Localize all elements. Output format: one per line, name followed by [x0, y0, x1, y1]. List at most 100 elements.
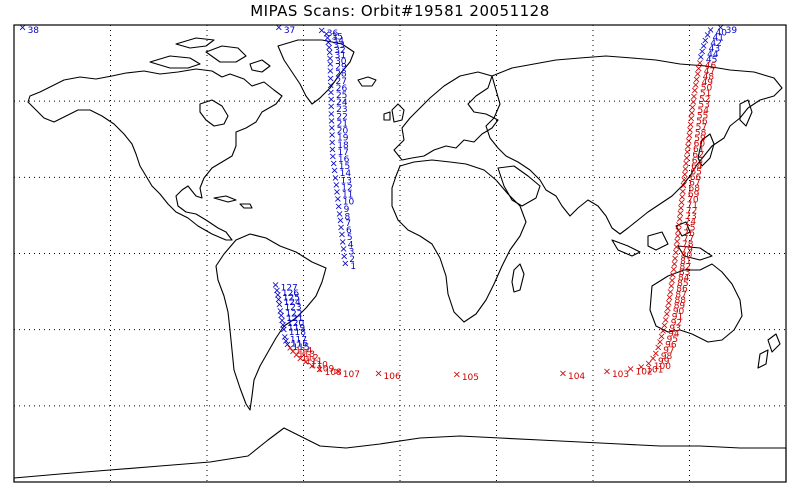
scan-cross-icon: ×: [666, 287, 674, 298]
scan-cross-icon: ×: [322, 29, 330, 40]
scan-number-label: 86: [676, 285, 688, 295]
scan-number-label: 47: [704, 67, 715, 77]
scan-number-label: 98: [661, 352, 673, 362]
scan-cross-icon: ×: [660, 320, 668, 331]
scan-number-label: 83: [679, 268, 690, 278]
scan-marker: × 58: [686, 125, 707, 139]
scan-number-label: 29: [335, 63, 347, 73]
scan-cross-icon: ×: [654, 343, 662, 354]
scan-number-label: 92: [671, 318, 682, 328]
scan-marker: × 11: [333, 187, 354, 201]
scan-cross-icon: ×: [331, 173, 339, 184]
indonesia-coast: [611, 221, 713, 261]
scan-cross-icon: ×: [374, 368, 382, 379]
scan-marker: × 7: [336, 216, 351, 230]
scan-number-label: 45: [706, 56, 717, 66]
scan-marker: × 47: [695, 63, 716, 77]
scan-cross-icon: ×: [672, 242, 680, 253]
scan-marker: × 84: [669, 270, 690, 284]
scan-marker: × 17: [328, 144, 349, 158]
scan-marker: × 32: [325, 42, 346, 56]
scan-cross-icon: ×: [668, 276, 676, 287]
scan-marker: × 102: [626, 364, 652, 378]
scan-cross-icon: ×: [706, 25, 714, 36]
scan-marker: × 33: [324, 37, 345, 51]
scan-cross-icon: ×: [328, 137, 336, 148]
scan-marker: × 123: [275, 299, 301, 313]
scan-cross-icon: ×: [335, 209, 343, 220]
scan-marker: × 55: [688, 108, 709, 122]
scan-number-label: 25: [336, 91, 347, 101]
scan-number-label: 22: [336, 112, 347, 122]
scan-number-label: 67: [689, 179, 700, 189]
scan-cross-icon: ×: [687, 114, 695, 125]
scan-marker: × 75: [675, 220, 696, 234]
scan-number-label: 118: [289, 328, 306, 338]
scan-cross-icon: ×: [315, 364, 323, 375]
scan-number-label: 26: [336, 84, 348, 94]
scan-cross-icon: ×: [688, 108, 696, 119]
scan-marker: × 39: [716, 23, 737, 37]
scan-marker: × 28: [326, 66, 347, 80]
scan-number-label: 99: [658, 357, 670, 367]
british-isles-coast: [383, 103, 405, 123]
scan-cross-icon: ×: [282, 336, 290, 347]
scan-cross-icon: ×: [691, 86, 699, 97]
scan-number-label: 33: [333, 41, 344, 51]
scan-cross-icon: ×: [280, 324, 288, 335]
scan-number-label: 82: [679, 262, 690, 272]
scan-cross-icon: ×: [645, 358, 653, 369]
scan-marker: × 125: [274, 290, 300, 304]
scan-cross-icon: ×: [663, 309, 671, 320]
madagascar-coast: [511, 263, 525, 293]
scan-number-label: 16: [338, 155, 350, 165]
scan-cross-icon: ×: [690, 91, 698, 102]
scan-number-label: 68: [688, 184, 700, 194]
scan-marker: × 22: [327, 109, 348, 123]
scan-marker: × 30: [326, 54, 347, 68]
scan-number-label: 95: [667, 335, 678, 345]
scan-cross-icon: ×: [667, 281, 675, 292]
scan-number-label: 124: [284, 298, 301, 308]
scan-cross-icon: ×: [679, 186, 687, 197]
scan-cross-icon: ×: [674, 231, 682, 242]
scan-marker: × 19: [328, 130, 349, 144]
scan-number-label: 15: [339, 162, 350, 172]
scan-number-label: 108: [325, 368, 342, 378]
scan-cross-icon: ×: [657, 332, 665, 343]
scan-marker: × 85: [668, 276, 689, 290]
scan-number-label: 119: [288, 323, 305, 333]
scan-number-label: 14: [340, 169, 352, 179]
scan-number-label: 96: [665, 341, 677, 351]
scan-cross-icon: ×: [326, 73, 334, 84]
scan-cross-icon: ×: [278, 315, 286, 326]
scan-marker: × 114: [286, 343, 313, 357]
scan-cross-icon: ×: [637, 362, 645, 373]
scan-marker: × 40: [706, 25, 727, 39]
scan-cross-icon: ×: [276, 306, 284, 317]
scan-cross-icon: ×: [323, 33, 331, 44]
scan-marker: × 99: [649, 353, 670, 367]
scan-marker: × 57: [686, 119, 707, 132]
scan-marker: × 106: [374, 368, 401, 382]
scan-marker: × 37: [275, 23, 296, 37]
japan-coast: [697, 133, 715, 167]
scan-cross-icon: ×: [329, 152, 337, 163]
scan-number-label: 38: [28, 26, 40, 36]
scan-cross-icon: ×: [559, 369, 567, 380]
scan-cross-icon: ×: [338, 229, 346, 240]
scan-marker: × 73: [676, 209, 697, 223]
scan-cross-icon: ×: [675, 220, 683, 231]
scan-number-label: 113: [298, 350, 315, 360]
scan-number-label: 31: [335, 51, 346, 61]
scan-marker: × 24: [327, 95, 348, 109]
north-america-coast: [27, 68, 283, 241]
scan-marker: × 90: [664, 304, 685, 318]
scan-marker: × 116: [282, 336, 309, 350]
scan-marker: × 78: [673, 237, 694, 251]
scan-marker: × 72: [677, 203, 698, 217]
scan-number-label: 40: [716, 28, 728, 38]
scan-marker: × 35: [322, 29, 343, 43]
scan-marker: × 67: [680, 175, 701, 189]
